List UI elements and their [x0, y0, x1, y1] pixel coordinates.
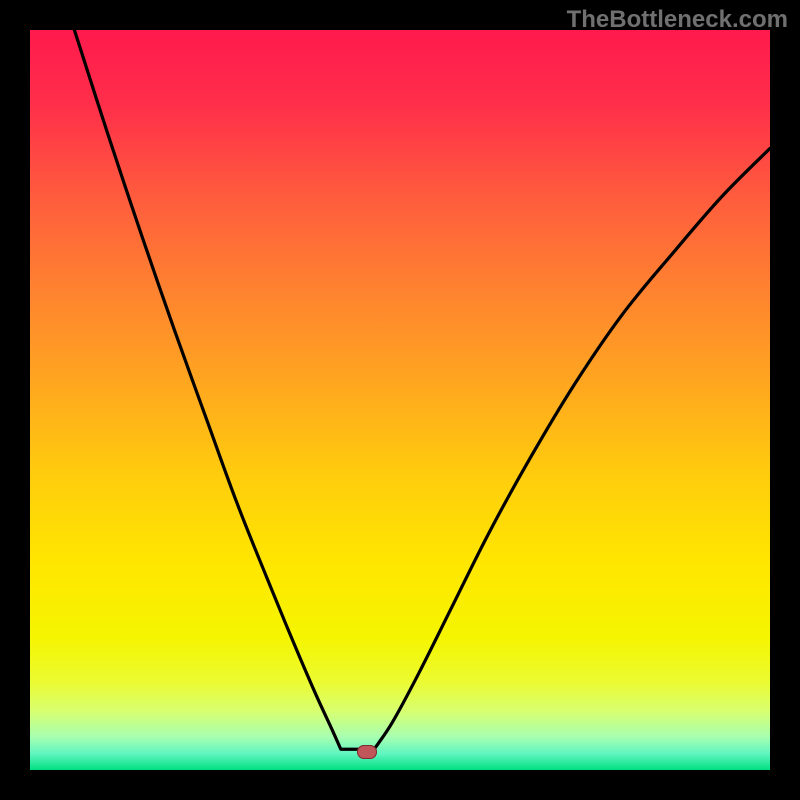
optimum-marker	[357, 745, 377, 759]
bottleneck-curve	[30, 30, 770, 770]
plot-area	[30, 30, 770, 770]
